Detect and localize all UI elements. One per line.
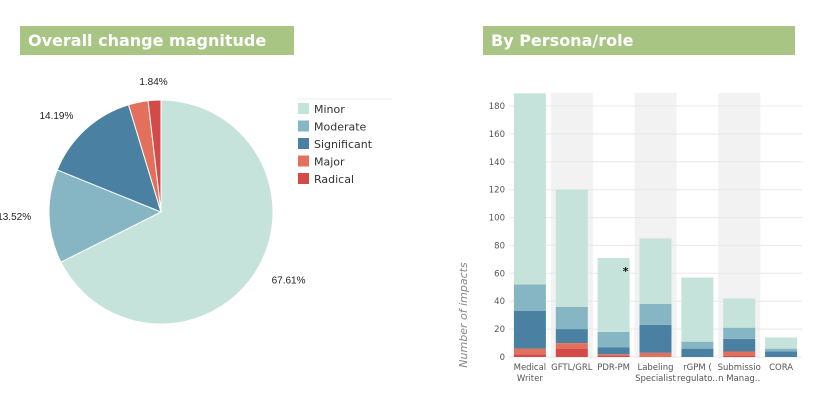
y-tick-label: 40 [494, 297, 505, 307]
bar-annotation-marker: * [623, 265, 629, 278]
pie-slice-radical[interactable] [147, 99, 162, 213]
bar-segment-major[interactable] [555, 343, 588, 349]
bar-segment-moderate[interactable] [597, 331, 630, 348]
bar-segment-major[interactable] [723, 351, 756, 356]
legend-swatch-radical [298, 173, 309, 184]
legend-label-minor: Minor [314, 103, 345, 116]
pie-label-radical: 1.84% [139, 77, 167, 88]
y-tick-label: 0 [500, 353, 505, 363]
y-tick-label: 100 [489, 214, 505, 224]
y-tick-label: 60 [494, 269, 505, 279]
bar-segment-significant[interactable] [639, 324, 672, 353]
pie-slice-significant[interactable] [56, 104, 162, 213]
bar-segment-moderate[interactable] [639, 304, 672, 325]
bar-segment-major[interactable] [597, 354, 630, 356]
pie-label-minor: 67.61% [272, 275, 306, 286]
y-tick-label: 160 [489, 130, 505, 140]
bar-segment-major[interactable] [639, 352, 672, 357]
legend-swatch-significant [298, 138, 309, 149]
bar-segment-radical[interactable] [513, 354, 546, 357]
bar-segment-significant[interactable] [513, 311, 546, 349]
bar-segment-minor[interactable] [597, 258, 630, 332]
y-tick-label: 20 [494, 325, 505, 335]
column-band [634, 93, 677, 358]
legend-swatch-major [298, 155, 309, 167]
bar-segment-radical[interactable] [723, 355, 756, 357]
legend-label-major: Major [314, 156, 345, 169]
bar-segment-moderate[interactable] [681, 341, 714, 349]
x-category-label: Labeling Specialist [635, 363, 676, 384]
bar-segment-minor[interactable] [513, 93, 546, 285]
legend-swatch-minor [298, 103, 309, 114]
bar-segment-significant[interactable] [765, 351, 798, 357]
bar-segment-minor[interactable] [555, 189, 588, 307]
legend-swatch-moderate [298, 120, 309, 132]
pie-label-significant: 14.19% [39, 111, 73, 122]
bar-chart-title: By Persona/role [483, 26, 795, 55]
bar-segment-moderate[interactable] [723, 327, 756, 339]
bar-segment-moderate[interactable] [513, 284, 546, 312]
y-tick-label: 80 [494, 241, 505, 251]
y-tick-label: 180 [489, 102, 505, 112]
bar-segment-significant[interactable] [681, 348, 714, 357]
bar-segment-minor[interactable] [723, 298, 756, 328]
bar-segment-radical[interactable] [555, 348, 588, 357]
y-tick-label: 120 [489, 186, 505, 196]
legend-label-radical: Radical [314, 173, 354, 186]
bar-segment-minor[interactable] [639, 238, 672, 305]
pie-slice-moderate[interactable] [48, 169, 163, 263]
x-category-label: CORA [769, 363, 793, 373]
column-band [718, 93, 761, 358]
legend-label-significant: Significant [314, 138, 373, 151]
bar-segment-significant[interactable] [723, 338, 756, 352]
bar-segment-significant[interactable] [555, 329, 588, 343]
x-category-label: Submissio n Manag.. [718, 363, 761, 384]
bar-segment-radical[interactable] [597, 355, 630, 357]
pie-chart-title: Overall change magnitude [20, 26, 294, 55]
x-category-label: GFTL/GRL [551, 363, 593, 373]
bar-segment-moderate[interactable] [765, 348, 798, 352]
pie-slice-minor[interactable] [60, 99, 274, 325]
y-axis-title: Number of impacts [457, 262, 470, 368]
pie-label-moderate: 13.52% [0, 212, 31, 223]
legend-label-moderate: Moderate [314, 121, 367, 134]
pie-chart: 67.61% 13.52% 14.19% 1.84% Minor Moderate Sign… [0, 77, 392, 325]
bar-segment-moderate[interactable] [555, 306, 588, 330]
bar-segment-minor[interactable] [681, 277, 714, 342]
x-category-label: PDR-PM [597, 363, 630, 373]
column-band [550, 93, 593, 358]
bar-segment-major[interactable] [513, 348, 546, 355]
x-category-label: Medical Writer [514, 363, 547, 384]
bar-segment-minor[interactable] [765, 337, 798, 349]
bar-segment-significant[interactable] [597, 347, 630, 355]
y-tick-label: 140 [489, 158, 505, 168]
x-category-label: rGPM (regulato.. [677, 363, 718, 384]
